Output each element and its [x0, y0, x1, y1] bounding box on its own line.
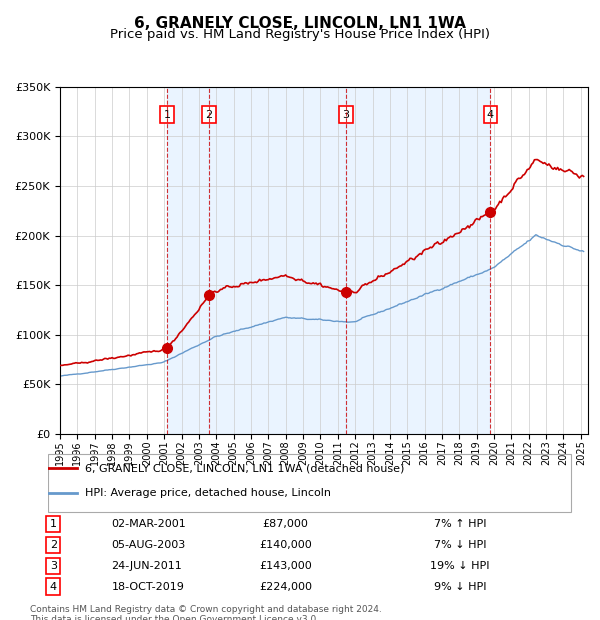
Text: £87,000: £87,000 [263, 519, 308, 529]
Text: 18-OCT-2019: 18-OCT-2019 [112, 582, 184, 592]
Text: Contains HM Land Registry data © Crown copyright and database right 2024.
This d: Contains HM Land Registry data © Crown c… [30, 604, 382, 620]
Text: Price paid vs. HM Land Registry's House Price Index (HPI): Price paid vs. HM Land Registry's House … [110, 28, 490, 41]
Bar [209, 87, 346, 434]
Text: 7% ↑ HPI: 7% ↑ HPI [434, 519, 486, 529]
Text: £224,000: £224,000 [259, 582, 312, 592]
Bar [167, 87, 209, 434]
Text: 2: 2 [50, 540, 57, 550]
Bar [346, 87, 490, 434]
Text: 02-MAR-2001: 02-MAR-2001 [112, 519, 186, 529]
Text: 05-AUG-2003: 05-AUG-2003 [112, 540, 185, 550]
Text: 6, GRANELY CLOSE, LINCOLN, LN1 1WA (detached house): 6, GRANELY CLOSE, LINCOLN, LN1 1WA (deta… [85, 463, 404, 473]
Text: 3: 3 [50, 561, 57, 571]
Text: 1: 1 [164, 110, 170, 120]
Text: 6, GRANELY CLOSE, LINCOLN, LN1 1WA: 6, GRANELY CLOSE, LINCOLN, LN1 1WA [134, 16, 466, 30]
Text: 7% ↓ HPI: 7% ↓ HPI [434, 540, 486, 550]
Text: 3: 3 [343, 110, 350, 120]
Text: 4: 4 [487, 110, 494, 120]
Text: HPI: Average price, detached house, Lincoln: HPI: Average price, detached house, Linc… [85, 488, 331, 498]
Text: 4: 4 [50, 582, 57, 592]
Text: 19% ↓ HPI: 19% ↓ HPI [430, 561, 490, 571]
Text: £143,000: £143,000 [259, 561, 312, 571]
Text: 24-JUN-2011: 24-JUN-2011 [112, 561, 182, 571]
Text: 2: 2 [206, 110, 213, 120]
Text: 9% ↓ HPI: 9% ↓ HPI [434, 582, 486, 592]
Text: 1: 1 [50, 519, 57, 529]
Text: £140,000: £140,000 [259, 540, 312, 550]
